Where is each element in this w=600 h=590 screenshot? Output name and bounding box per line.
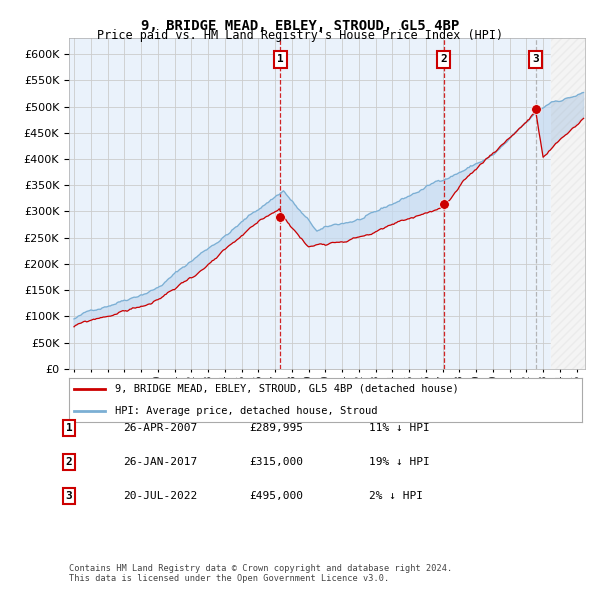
Text: £315,000: £315,000 [249, 457, 303, 467]
Text: 1: 1 [277, 54, 284, 64]
Text: 2% ↓ HPI: 2% ↓ HPI [369, 491, 423, 501]
Text: £289,995: £289,995 [249, 423, 303, 432]
Text: 26-JAN-2017: 26-JAN-2017 [123, 457, 197, 467]
Text: 2: 2 [440, 54, 447, 64]
Bar [551, 38, 593, 369]
Text: 1: 1 [65, 423, 73, 432]
Text: Price paid vs. HM Land Registry's House Price Index (HPI): Price paid vs. HM Land Registry's House … [97, 30, 503, 42]
Text: 20-JUL-2022: 20-JUL-2022 [123, 491, 197, 501]
Text: £495,000: £495,000 [249, 491, 303, 501]
Text: 26-APR-2007: 26-APR-2007 [123, 423, 197, 432]
Text: 9, BRIDGE MEAD, EBLEY, STROUD, GL5 4BP (detached house): 9, BRIDGE MEAD, EBLEY, STROUD, GL5 4BP (… [115, 384, 459, 394]
Text: 3: 3 [65, 491, 73, 501]
Text: Contains HM Land Registry data © Crown copyright and database right 2024.
This d: Contains HM Land Registry data © Crown c… [69, 563, 452, 583]
Text: 3: 3 [532, 54, 539, 64]
Text: HPI: Average price, detached house, Stroud: HPI: Average price, detached house, Stro… [115, 406, 377, 416]
Text: 11% ↓ HPI: 11% ↓ HPI [369, 423, 430, 432]
Text: 19% ↓ HPI: 19% ↓ HPI [369, 457, 430, 467]
Bar [551, 38, 593, 369]
Text: 2: 2 [65, 457, 73, 467]
Text: 9, BRIDGE MEAD, EBLEY, STROUD, GL5 4BP: 9, BRIDGE MEAD, EBLEY, STROUD, GL5 4BP [141, 19, 459, 33]
